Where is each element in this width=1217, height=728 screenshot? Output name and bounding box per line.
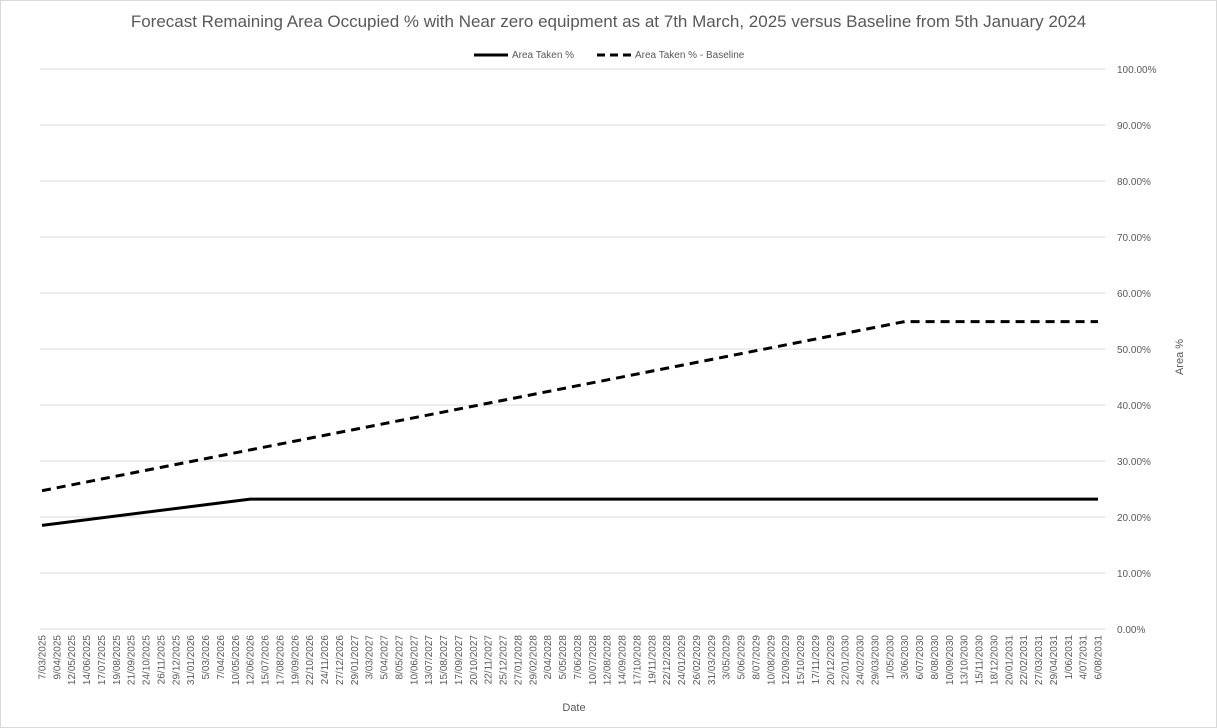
x-tick-label: 3/03/2027 [365,635,376,680]
x-tick-label: 12/05/2025 [67,635,78,685]
x-tick-label: 15/11/2030 [975,635,986,685]
x-tick-label: 14/06/2025 [82,635,93,685]
y-axis-ticks: 0.00% 10.00% 20.00% 30.00% 40.00% 50.00% 60.00… [1117,65,1157,636]
x-tick-label: 24/02/2030 [856,635,867,685]
legend-label-area-taken: Area Taken % [512,50,574,61]
y-tick-label: 60.00% [1117,289,1151,300]
y-tick-label: 50.00% [1117,345,1151,356]
x-tick-label: 18/12/2030 [989,635,1000,685]
series-line-baseline [41,320,1098,493]
x-tick-label: 5/05/2028 [558,635,569,680]
x-tick-label: 24/10/2025 [142,635,153,685]
x-tick-label: 10/06/2027 [409,635,420,685]
x-tick-label: 1/05/2030 [885,635,896,680]
x-tick-label: 10/05/2026 [231,635,242,685]
x-tick-label: 10/08/2029 [766,635,777,685]
x-tick-label: 22/12/2028 [662,635,673,685]
legend: Area Taken % Area Taken % - Baseline [474,50,745,61]
x-tick-label: 15/07/2026 [261,635,272,685]
x-tick-label: 2/04/2028 [543,635,554,680]
x-tick-label: 7/03/2025 [38,635,49,680]
legend-label-baseline: Area Taken % - Baseline [635,50,745,61]
x-tick-label: 17/07/2025 [97,635,108,685]
x-tick-label: 12/06/2026 [246,635,257,685]
y-tick-label: 10.00% [1117,569,1151,580]
x-tick-label: 12/08/2028 [603,635,614,685]
x-tick-label: 17/08/2026 [275,635,286,685]
x-tick-label: 20/12/2029 [826,635,837,685]
x-tick-label: 13/07/2027 [424,635,435,685]
series-lines [41,320,1098,527]
x-tick-label: 29/03/2030 [870,635,881,685]
x-tick-label: 12/09/2029 [781,635,792,685]
x-tick-label: 4/07/2031 [1079,635,1090,680]
x-tick-label: 29/04/2031 [1049,635,1060,685]
gridlines [40,68,1105,630]
x-tick-label: 24/11/2026 [320,635,331,685]
y-axis-title: Area % [1174,339,1186,375]
chart-title: Forecast Remaining Area Occupied % with … [130,12,1087,31]
y-tick-label: 40.00% [1117,401,1151,412]
x-tick-label: 29/02/2028 [528,635,539,685]
x-tick-label: 27/03/2031 [1034,635,1045,685]
x-tick-label: 5/04/2027 [380,635,391,680]
x-tick-label: 20/10/2027 [469,635,480,685]
x-tick-label: 9/04/2025 [52,635,63,680]
x-tick-label: 25/12/2027 [499,635,510,685]
y-tick-label: 80.00% [1117,177,1151,188]
x-tick-label: 17/10/2028 [632,635,643,685]
x-tick-label: 17/09/2027 [454,635,465,685]
x-axis-ticks: 7/03/2025 9/04/2025 12/05/2025 14/06/2025 17… [38,635,1105,685]
y-tick-label: 30.00% [1117,457,1151,468]
x-tick-label: 26/02/2029 [692,635,703,685]
x-tick-label: 27/12/2026 [335,635,346,685]
x-tick-label: 3/05/2029 [722,635,733,680]
y-tick-label: 70.00% [1117,233,1151,244]
x-tick-label: 29/01/2027 [350,635,361,685]
x-tick-label: 24/01/2029 [677,635,688,685]
x-tick-label: 20/01/2031 [1004,635,1015,685]
x-tick-label: 15/08/2027 [439,635,450,685]
y-tick-label: 0.00% [1117,625,1145,636]
x-tick-label: 10/07/2028 [588,635,599,685]
x-tick-label: 31/01/2026 [186,635,197,685]
x-tick-label: 22/02/2031 [1019,635,1030,685]
x-tick-label: 7/04/2026 [216,635,227,680]
x-tick-label: 29/12/2025 [171,635,182,685]
x-tick-label: 8/07/2029 [751,635,762,680]
x-tick-label: 5/03/2026 [201,635,212,680]
x-tick-label: 6/08/2031 [1094,635,1105,680]
x-tick-label: 3/06/2030 [900,635,911,680]
x-tick-label: 22/10/2026 [305,635,316,685]
y-tick-label: 90.00% [1117,121,1151,132]
series-line-area-taken [41,497,1098,527]
x-tick-label: 15/10/2029 [796,635,807,685]
x-tick-label: 22/01/2030 [841,635,852,685]
x-tick-label: 7/06/2028 [573,635,584,680]
x-tick-label: 10/09/2030 [945,635,956,685]
x-tick-label: 27/01/2028 [513,635,524,685]
x-tick-label: 21/09/2025 [127,635,138,685]
x-axis-title: Date [562,702,585,714]
x-tick-label: 13/10/2030 [960,635,971,685]
x-tick-label: 14/09/2028 [618,635,629,685]
x-tick-label: 26/11/2025 [156,635,167,685]
x-tick-label: 6/07/2030 [915,635,926,680]
x-tick-label: 8/08/2030 [930,635,941,680]
x-tick-label: 8/05/2027 [394,635,405,680]
x-tick-label: 22/11/2027 [484,635,495,685]
x-tick-label: 5/06/2029 [737,635,748,680]
y-tick-label: 100.00% [1117,65,1157,76]
x-tick-label: 31/03/2029 [707,635,718,685]
x-tick-label: 17/11/2029 [811,635,822,685]
x-tick-label: 19/11/2028 [647,635,658,685]
y-tick-label: 20.00% [1117,513,1151,524]
x-tick-label: 19/09/2026 [290,635,301,685]
x-tick-label: 19/08/2025 [112,635,123,685]
x-tick-label: 1/06/2031 [1064,635,1075,680]
